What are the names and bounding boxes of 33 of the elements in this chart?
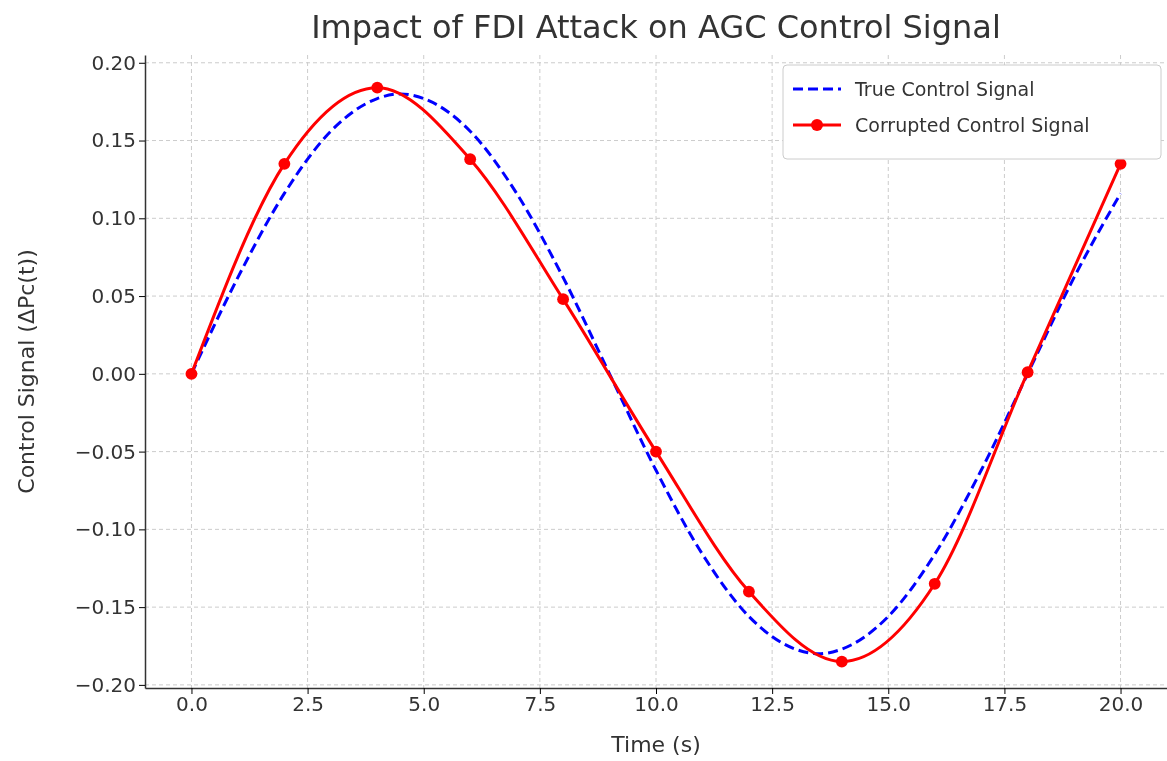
y-tick-label: −0.10 [74,517,136,542]
y-tick-label: 0.15 [91,128,136,153]
x-tick-label: 5.0 [408,692,441,717]
y-tick-label: 0.20 [91,50,136,75]
y-tick-label: −0.20 [74,672,136,697]
point [742,585,755,598]
x-tick-label: 7.5 [524,692,557,717]
point [1021,366,1034,379]
y-tick-label: 0.05 [91,283,136,308]
legend-label: Corrupted Control Signal [855,114,1090,136]
x-tick-label: 17.5 [982,692,1028,717]
x-tick-label: 10.0 [634,692,679,717]
point [835,655,848,668]
x-axis-title: Time (s) [610,732,701,757]
y-axis-title: Control Signal (ΔPc(t)) [14,249,39,494]
x-tick-label: 12.5 [750,692,795,717]
x-tick-label: 20.0 [1098,692,1144,717]
y-tick-label: −0.05 [74,439,136,464]
chart-title: Impact of FDI Attack on AGC Control Signal [311,8,1001,46]
x-tick-label: 15.0 [866,692,912,717]
x-tick-label: 2.5 [292,692,324,717]
y-tick-label: 0.00 [91,361,136,386]
point [371,81,384,94]
y-tick-label: 0.10 [91,206,136,231]
point [928,577,941,590]
legend-label: True Control Signal [854,78,1035,100]
point [650,445,662,458]
point [464,153,477,166]
y-tick-label: −0.15 [74,595,136,620]
point [278,157,291,170]
point [557,293,570,306]
point [185,367,198,380]
x-tick-label: 0.0 [176,692,208,717]
